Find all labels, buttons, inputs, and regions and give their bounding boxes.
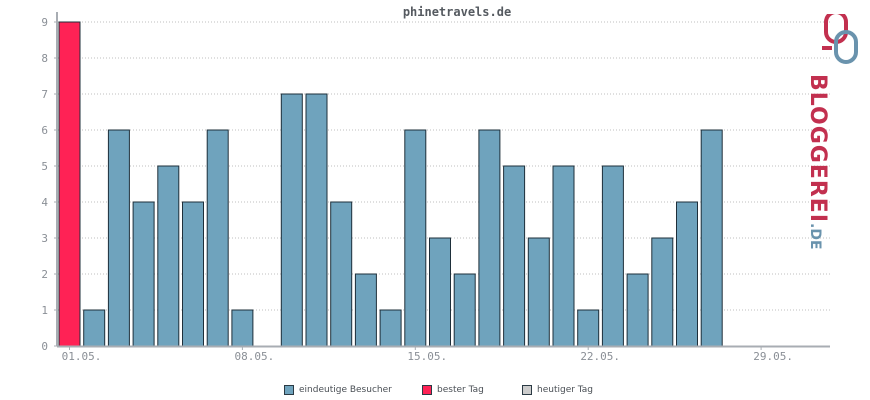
bar bbox=[404, 129, 427, 347]
y-tick-label: 9 bbox=[41, 16, 48, 29]
bar bbox=[651, 237, 674, 347]
x-axis: 01.05. 08.05. 15.05. 22.05. 29.05. bbox=[57, 345, 830, 363]
bar bbox=[503, 165, 526, 347]
y-axis: 0 1 2 3 4 5 6 7 8 9 bbox=[41, 12, 58, 353]
x-tick-label: 01.05. bbox=[62, 350, 102, 363]
bar-best-day bbox=[58, 21, 81, 347]
y-tick-label: 1 bbox=[41, 304, 48, 317]
legend-swatch-best-day bbox=[422, 385, 432, 395]
bar bbox=[132, 201, 155, 347]
bar-chart: phinetravels.de 0 1 2 3 4 5 6 7 8 9 01.05. 08.05. 1… bbox=[41, 5, 830, 363]
logo-main-text: BLOGGEREI bbox=[805, 74, 830, 224]
bar bbox=[601, 165, 624, 347]
bloggerei-logo: BLOGGEREI.DE bbox=[805, 10, 870, 250]
bar bbox=[83, 309, 106, 347]
legend-swatch-visitors bbox=[284, 385, 294, 395]
bar bbox=[552, 165, 575, 347]
y-tick-label: 8 bbox=[41, 52, 48, 65]
logo-icon bbox=[822, 10, 858, 64]
bar bbox=[330, 201, 353, 347]
legend-item-best-day: bester Tag bbox=[422, 385, 484, 395]
logo-suffix-text: .DE bbox=[807, 223, 823, 250]
bar bbox=[577, 309, 600, 347]
bar bbox=[305, 93, 328, 347]
y-tick-label: 6 bbox=[41, 124, 48, 137]
legend-item-visitors: eindeutige Besucher bbox=[284, 385, 392, 395]
bar bbox=[379, 309, 402, 347]
bar bbox=[206, 129, 229, 347]
bar bbox=[280, 93, 303, 347]
legend-label-best-day: bester Tag bbox=[437, 385, 484, 395]
x-tick-label: 08.05. bbox=[235, 350, 275, 363]
y-tick-label: 4 bbox=[41, 196, 48, 209]
y-tick-label: 5 bbox=[41, 160, 48, 173]
bar bbox=[231, 309, 254, 347]
x-tick-label: 29.05. bbox=[753, 350, 793, 363]
x-tick-label: 15.05. bbox=[407, 350, 447, 363]
legend: eindeutige Besucher bester Tag heutiger … bbox=[0, 385, 870, 399]
y-tick-label: 0 bbox=[41, 340, 48, 353]
legend-item-today: heutiger Tag bbox=[522, 385, 593, 395]
bar bbox=[182, 201, 204, 347]
bars bbox=[58, 21, 723, 347]
y-tick-label: 3 bbox=[41, 232, 48, 245]
y-tick-label: 7 bbox=[41, 88, 48, 101]
chart-title: phinetravels.de bbox=[403, 5, 511, 19]
legend-swatch-today bbox=[522, 385, 532, 395]
bar bbox=[453, 273, 476, 347]
logo-wordmark: BLOGGEREI.DE bbox=[805, 74, 830, 250]
bar bbox=[700, 129, 723, 347]
x-tick-label: 22.05. bbox=[580, 350, 620, 363]
legend-label-today: heutiger Tag bbox=[537, 385, 594, 395]
bar bbox=[107, 129, 130, 347]
bar bbox=[676, 201, 698, 347]
bar bbox=[429, 237, 451, 347]
bar bbox=[354, 273, 377, 347]
y-tick-label: 2 bbox=[41, 268, 48, 281]
legend-label-visitors: eindeutige Besucher bbox=[299, 385, 392, 395]
bar bbox=[527, 237, 550, 347]
bar bbox=[626, 273, 649, 347]
bar bbox=[478, 129, 501, 347]
bar bbox=[157, 165, 180, 347]
